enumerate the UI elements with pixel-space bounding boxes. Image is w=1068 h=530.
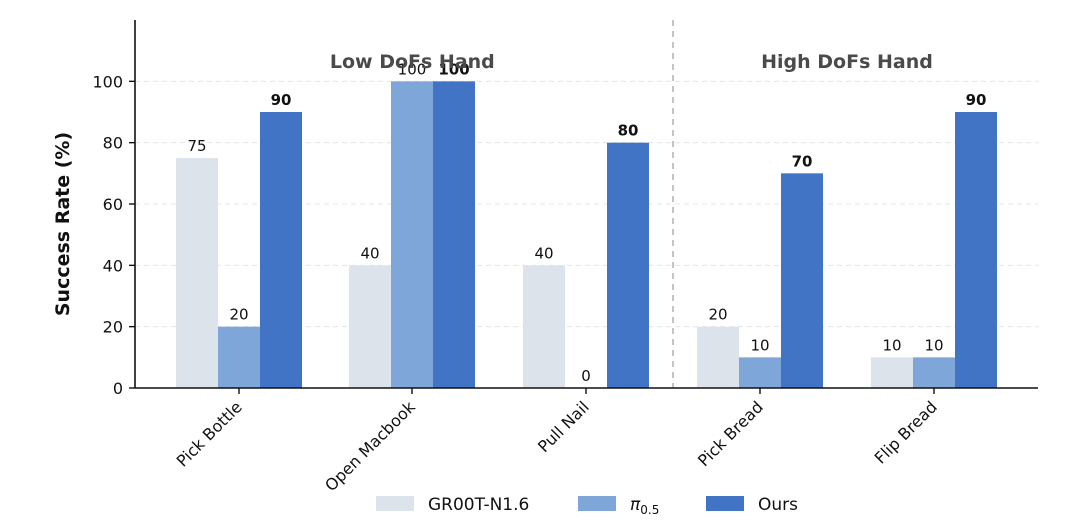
y-tick-label: 100 [92,72,123,91]
y-tick-label: 20 [103,318,123,337]
bar [697,326,739,388]
x-tick-label: Pull Nail [534,397,593,456]
data-label: 20 [229,306,248,324]
legend-label: Ours [758,495,798,515]
x-tick-label: Pick Bottle [173,397,246,470]
bar [349,265,391,388]
bar [781,173,823,388]
bar [607,142,649,388]
y-tick-label: 80 [103,134,123,153]
bars [176,81,997,388]
bar [913,357,955,388]
legend-label: GR00T-N1.6 [428,495,529,515]
legend-label: π0.5 [630,495,659,517]
data-label: 0 [581,367,591,385]
bar [433,81,475,388]
bar [391,81,433,388]
x-tick-label: Flip Bread [871,397,941,467]
data-label: 100 [398,60,427,78]
bar [260,112,302,388]
bar [176,158,218,388]
data-label: 100 [438,60,469,78]
data-label: 40 [534,244,553,262]
legend-swatch [706,496,744,511]
group-label: Low DoFs Hand [330,51,495,73]
x-tick-label: Open Macbook [321,397,419,495]
legend-swatch [376,496,414,511]
data-label: 10 [750,336,769,354]
data-label: 80 [618,122,639,140]
grid [135,80,1038,328]
data-label: 70 [792,152,813,170]
data-label: 75 [187,137,206,155]
bar [218,326,260,388]
bar [955,112,997,388]
bar [739,357,781,388]
legend-swatch [578,496,616,511]
bar [871,357,913,388]
legend: GR00T-N1.6 π0.5 Ours [376,495,798,517]
bar [523,265,565,388]
y-tick-label: 40 [103,256,123,275]
data-label: 10 [882,336,901,354]
data-label: 20 [708,306,727,324]
group-label: High DoFs Hand [761,51,933,73]
y-axis-title: Success Rate (%) [52,132,74,316]
data-label: 90 [966,91,987,109]
value-labels: 75 40 40 20 10 20 100 0 10 10 90 100 80 70 90 [187,60,986,385]
y-tick-label: 60 [103,195,123,214]
y-tick-label: 0 [113,379,123,398]
x-tick-label: Pick Bread [694,397,767,470]
data-label: 90 [271,91,292,109]
data-label: 10 [924,336,943,354]
data-label: 40 [360,244,379,262]
